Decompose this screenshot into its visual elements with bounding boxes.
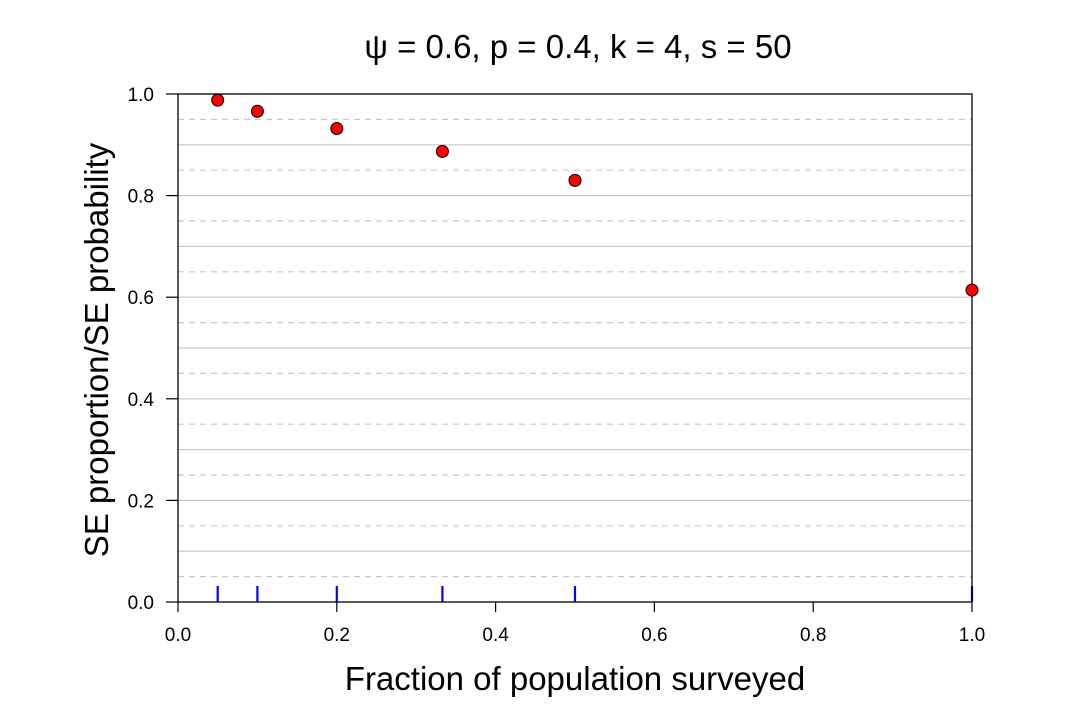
y-tick-label: 0.2 <box>128 491 154 512</box>
data-point <box>250 104 264 118</box>
data-point <box>330 122 344 136</box>
y-tick-label: 1.0 <box>128 85 154 106</box>
data-point <box>211 93 225 107</box>
plot-box <box>177 93 973 603</box>
x-tick-label: 0.4 <box>482 625 509 646</box>
x-tick-label: 0.2 <box>324 625 350 646</box>
x-tick-label: 0.6 <box>641 625 667 646</box>
data-point <box>568 173 582 187</box>
data-points <box>211 93 979 297</box>
x-tick-label: 0.8 <box>800 625 826 646</box>
y-tick-label: 0.4 <box>128 390 155 411</box>
y-axis-label: SE proportion/SE probability <box>78 142 115 557</box>
y-tick-label: 0.0 <box>128 593 154 614</box>
data-point <box>965 283 979 297</box>
x-tick-label: 1.0 <box>959 625 985 646</box>
x-tick-label: 0.0 <box>165 625 191 646</box>
axes: 0.0 0.2 0.4 0.6 0.8 1.0 0.0 0.2 0.4 0.6 0.8 1.0 <box>128 85 986 646</box>
y-tick-label: 0.6 <box>128 288 154 309</box>
x-axis-label: Fraction of population surveyed <box>345 660 805 697</box>
gridlines <box>178 118 972 578</box>
rug-ticks <box>216 586 974 602</box>
data-point <box>435 144 449 158</box>
y-tick-label: 0.8 <box>128 187 154 208</box>
chart-title: ψ = 0.6, p = 0.4, k = 4, s = 50 <box>364 28 791 65</box>
